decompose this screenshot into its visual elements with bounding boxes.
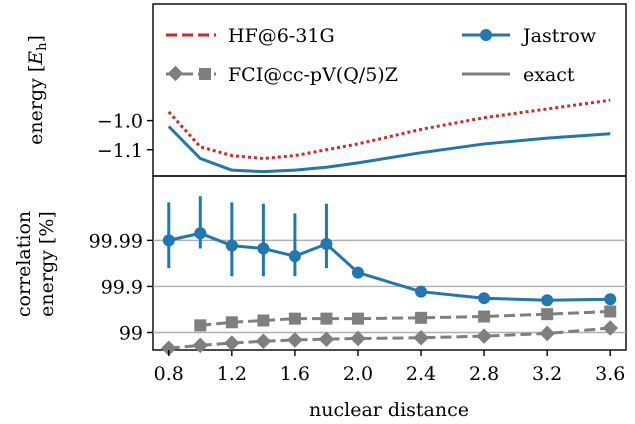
data-point-1-1 xyxy=(225,316,238,329)
data-point-2-3 xyxy=(255,333,272,350)
data-point-1-8 xyxy=(541,308,554,321)
data-point-2-8 xyxy=(476,328,492,344)
bottom-y-ticks: 99.99 99.9 99 xyxy=(89,230,153,344)
data-point-1-6 xyxy=(415,311,428,324)
data-point-0-4 xyxy=(288,250,301,263)
data-point-2-2 xyxy=(224,335,240,351)
data-point-2-4 xyxy=(287,332,303,348)
data-point-1-0 xyxy=(194,319,207,332)
bottom-ytick-label-1: 99.9 xyxy=(101,276,143,298)
xtick-label-7: 3.6 xyxy=(595,363,625,385)
xtick-label-1: 1.2 xyxy=(217,363,247,385)
top-series-line-1 xyxy=(167,125,611,174)
data-point-0-5 xyxy=(320,238,333,251)
legend: HF@6-31G Jastrow FCI@cc-pV(Q/5)Z exact xyxy=(166,25,597,86)
data-point-0-8 xyxy=(478,292,491,305)
bottom-ytick-label-2: 99 xyxy=(119,322,143,344)
legend-fci-label: FCI@cc-pV(Q/5)Z xyxy=(228,64,398,86)
data-point-0-7 xyxy=(415,285,428,298)
data-point-0-6 xyxy=(351,266,364,279)
xtick-label-2: 1.6 xyxy=(280,363,310,385)
x-ticks: 0.8 1.2 1.6 2.0 2.4 2.8 3.2 3.6 xyxy=(154,350,625,385)
data-point-1-3 xyxy=(288,312,301,325)
bottom-grid xyxy=(153,239,626,334)
legend-fci-diamond-marker xyxy=(167,65,184,82)
data-point-1-7 xyxy=(478,310,491,323)
legend-jastrow-marker xyxy=(480,29,492,41)
data-point-2-5 xyxy=(318,331,335,347)
data-point-1-9 xyxy=(604,305,617,318)
data-point-2-9 xyxy=(539,325,555,342)
data-point-0-9 xyxy=(541,294,554,307)
data-point-2-1 xyxy=(192,337,209,354)
bottom-series-line-2 xyxy=(168,326,611,350)
legend-fci-square-marker xyxy=(199,68,211,80)
top-y-ticks: −1.0 −1.1 xyxy=(97,111,153,162)
x-axis-label: nuclear distance xyxy=(309,399,469,421)
data-point-0-2 xyxy=(225,239,238,252)
xtick-label-4: 2.4 xyxy=(406,363,436,385)
top-series xyxy=(167,98,611,174)
xtick-label-5: 2.8 xyxy=(469,363,499,385)
data-point-1-4 xyxy=(320,312,333,325)
bottom-y-axis-label-line1: correlation xyxy=(13,211,35,317)
xtick-label-6: 3.2 xyxy=(532,363,562,385)
legend-jastrow-label: Jastrow xyxy=(521,25,597,47)
xtick-label-3: 2.0 xyxy=(343,363,373,385)
legend-exact-label: exact xyxy=(523,64,575,86)
xtick-label-0: 0.8 xyxy=(154,363,184,385)
top-y-axis-label: energy [Eh] xyxy=(25,35,50,145)
data-point-0-10 xyxy=(604,293,617,306)
data-point-2-10 xyxy=(602,320,619,336)
data-point-1-2 xyxy=(257,314,270,327)
top-ytick-label-1: −1.1 xyxy=(97,140,143,162)
legend-hf-label: HF@6-31G xyxy=(228,25,335,47)
top-series-line-0 xyxy=(167,98,611,161)
data-point-0-0 xyxy=(162,234,175,247)
bottom-panel-frame xyxy=(152,175,627,351)
data-point-1-5 xyxy=(351,312,364,325)
data-point-2-0 xyxy=(160,340,177,357)
bottom-y-axis-label-line2: energy [%] xyxy=(36,211,58,317)
data-point-0-1 xyxy=(194,227,207,240)
data-point-0-3 xyxy=(257,242,270,255)
bottom-ytick-label-0: 99.99 xyxy=(89,230,143,252)
top-ytick-label-0: −1.0 xyxy=(97,111,143,133)
